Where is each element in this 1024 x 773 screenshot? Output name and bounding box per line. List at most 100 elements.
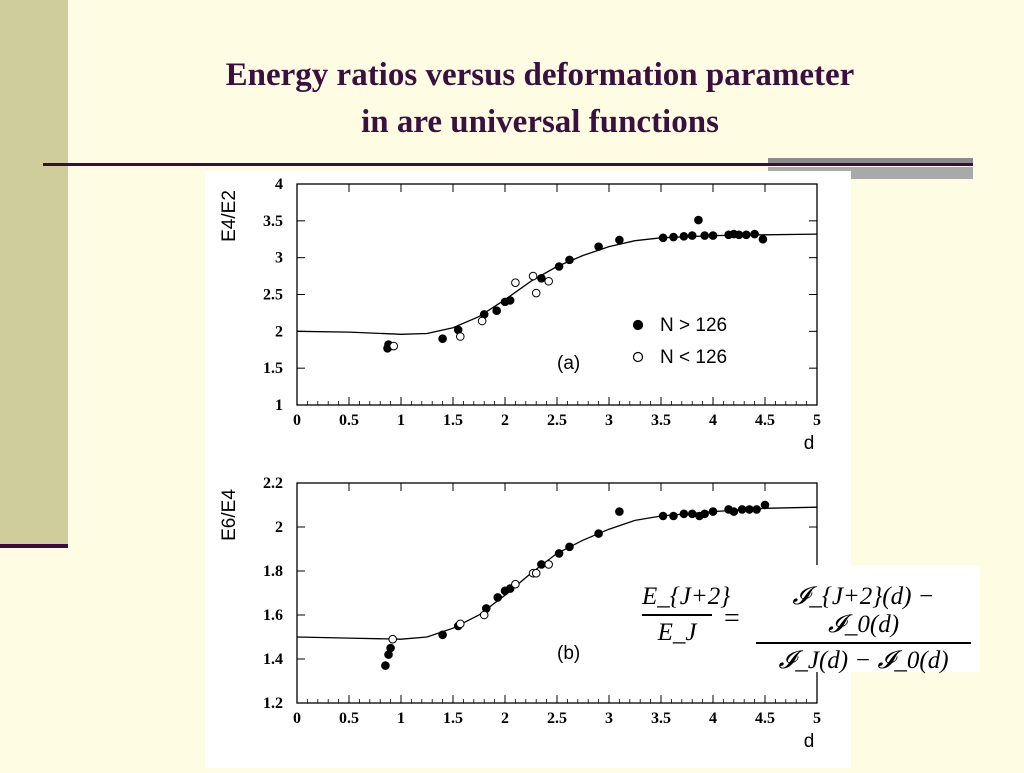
data-point-open	[477, 316, 487, 326]
x-tick-label: 4.5	[755, 710, 775, 727]
formula-rhs-numerator: 𝓘_{J+2}(d) − 𝓘_0(d)	[792, 583, 935, 638]
y-tick-label: 3.5	[263, 213, 283, 230]
y-tick-label: 2	[275, 519, 283, 536]
data-point-filled	[658, 511, 668, 521]
data-point-filled	[594, 242, 603, 251]
data-point-filled	[565, 255, 574, 265]
data-point-filled	[750, 229, 759, 239]
x-tick-label: 2.5	[547, 710, 567, 727]
data-point-filled	[745, 505, 754, 514]
y-tick-label: 3	[275, 250, 283, 267]
x-tick-label: 2.5	[547, 412, 567, 429]
data-point-filled	[594, 529, 603, 538]
data-point-filled	[708, 231, 718, 240]
data-point-filled	[760, 500, 770, 510]
data-point-filled	[737, 505, 747, 514]
data-point-filled	[708, 507, 718, 516]
x-tick-label: 0.5	[339, 710, 359, 727]
y-tick-label: 1.8	[263, 563, 283, 580]
data-point-filled	[537, 560, 546, 569]
y-tick-label: 1.6	[263, 607, 283, 624]
y-tick-label: 1.2	[263, 695, 283, 712]
data-point-open	[531, 288, 541, 298]
chart-panel-a: 0 0.5 1 1.5 2 2.5 3 3.5 4 4.5 5 1 1.5 2 2.5 3 3.5 4 d E4/E2…	[219, 176, 821, 454]
data-point-filled	[679, 232, 689, 241]
x-axis-label: d	[804, 731, 815, 752]
x-tick-label: 0	[293, 412, 301, 429]
title-line-2: in are universal functions	[361, 104, 719, 140]
data-point-open	[544, 276, 553, 286]
data-point-filled	[734, 230, 744, 240]
formula-lhs-bar	[642, 614, 712, 616]
data-point-open	[544, 560, 553, 569]
formula-rhs-denominator: 𝓘_J(d) − 𝓘_0(d)	[778, 647, 949, 674]
data-point-filled	[537, 273, 546, 283]
data-point-filled	[386, 643, 395, 653]
data-point-filled	[669, 232, 678, 242]
fit-curve	[296, 233, 818, 335]
x-tick-label: 4.5	[755, 412, 775, 429]
panel-label: (a)	[557, 353, 580, 374]
slide-title: Energy ratios versus deformation paramet…	[80, 52, 1000, 146]
data-point-open	[528, 271, 538, 281]
data-point-filled	[741, 230, 751, 240]
formula-rhs-bar	[756, 642, 971, 644]
x-tick-label: 3.5	[651, 412, 671, 429]
y-tick-label: 2	[275, 323, 283, 340]
data-point-open	[511, 278, 520, 288]
chart-panel-b: 0 0.5 1 1.5 2 2.5 3 3.5 4 4.5 5 1.2 1.4 1.6 1.8 2 2.2 d E6…	[219, 475, 821, 752]
x-tick-label: 4	[709, 412, 717, 429]
data-point-filled	[505, 296, 515, 305]
data-point-filled	[758, 234, 768, 244]
data-point-filled	[554, 549, 564, 558]
x-tick-label: 3	[605, 710, 613, 727]
data-point-filled	[381, 661, 390, 670]
formula-lhs-numerator: E_{J+2}	[642, 583, 731, 610]
legend: N > 126 N < 126	[632, 315, 727, 368]
x-tick-label: 1.5	[443, 710, 463, 727]
formula-lhs: E_{J+2} E_J	[642, 583, 731, 647]
data-point-filled	[615, 235, 624, 245]
left-accent-bar	[0, 0, 68, 544]
x-tick-label: 2	[501, 412, 509, 429]
data-point-filled	[679, 509, 689, 519]
data-point-filled	[658, 233, 668, 243]
x-tick-label: 2	[501, 710, 509, 727]
data-point-filled	[687, 509, 697, 519]
data-point-open	[479, 610, 489, 620]
y-axis-label: E6/E4	[219, 489, 240, 541]
data-point-filled	[615, 507, 624, 516]
formula-equals: =	[724, 603, 740, 634]
data-point-filled	[729, 507, 739, 516]
x-axis-label: d	[804, 433, 815, 454]
data-point-filled	[694, 215, 703, 225]
formula-rhs: 𝓘_{J+2}(d) − 𝓘_0(d) 𝓘_J(d) − 𝓘_0(d)	[756, 583, 971, 675]
x-tick-label: 3	[605, 412, 613, 429]
panel-label: (b)	[557, 643, 580, 664]
title-accent-bar	[768, 158, 973, 163]
legend-label: N < 126	[660, 347, 727, 368]
data-point-filled	[669, 511, 678, 521]
x-tick-label: 1	[397, 710, 405, 727]
x-tick-label: 1.5	[443, 412, 463, 429]
data-point-filled	[493, 593, 503, 602]
x-tick-label: 5	[813, 412, 821, 429]
y-tick-label: 2.2	[263, 475, 283, 492]
x-tick-label: 4	[709, 710, 717, 727]
title-rule	[43, 163, 973, 166]
data-point-filled	[752, 505, 761, 514]
data-point-filled	[700, 231, 709, 240]
data-point-filled	[438, 630, 447, 640]
data-point-filled	[438, 334, 447, 343]
x-tick-label: 5	[813, 710, 821, 727]
figure-panel: 0 0.5 1 1.5 2 2.5 3 3.5 4 4.5 5 1 1.5 2 2.5 3 3.5 4 d E4/E2…	[205, 171, 851, 768]
x-tick-label: 1	[397, 412, 405, 429]
legend-marker-open	[632, 351, 644, 363]
x-tick-label: 0	[293, 710, 301, 727]
data-point-filled	[700, 509, 709, 519]
data-point-open	[389, 341, 399, 351]
data-point-open	[511, 579, 520, 589]
data-point-filled	[687, 231, 697, 240]
legend-marker-filled	[632, 319, 644, 331]
formula-box: E_{J+2} E_J = 𝓘_{J+2}(d) − 𝓘_0(d) 𝓘_J(d)…	[628, 565, 980, 675]
